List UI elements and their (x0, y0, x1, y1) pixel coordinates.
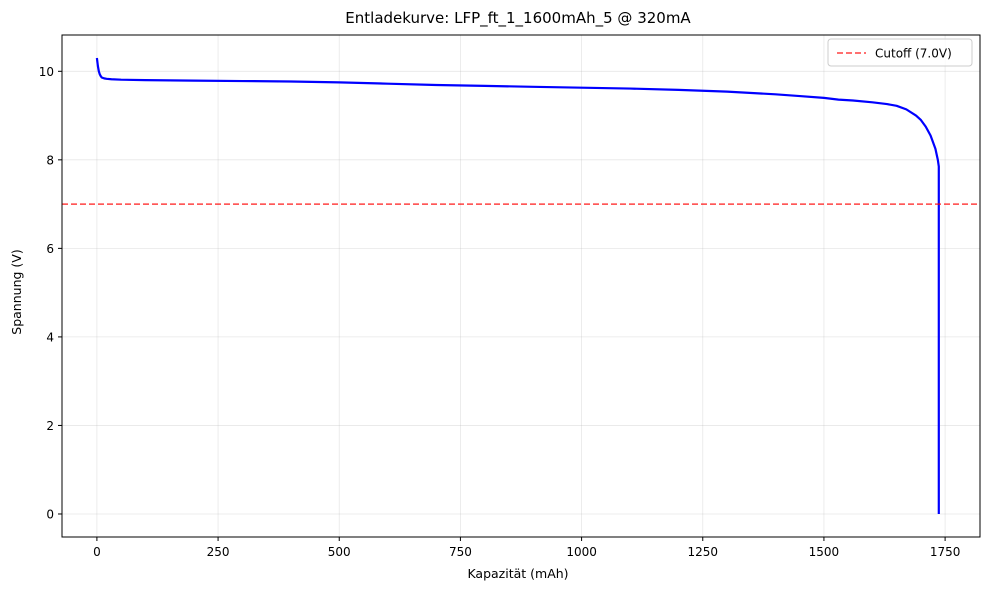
y-tick-label: 2 (46, 419, 54, 433)
y-tick-label: 10 (39, 65, 54, 79)
y-axis-ticks: 0 2 4 6 8 10 (39, 65, 62, 521)
legend-cutoff-label: Cutoff (7.0V) (875, 47, 952, 61)
y-axis-label: Spannung (V) (9, 249, 24, 334)
axes-frame (61, 34, 981, 538)
series-layer (62, 57, 980, 514)
x-tick-label: 1250 (687, 545, 718, 559)
discharge-curve (95, 57, 940, 514)
x-tick-label: 0 (93, 545, 101, 559)
x-tick-label: 750 (449, 545, 472, 559)
legend: Cutoff (7.0V) (827, 38, 973, 67)
y-tick-label: 6 (46, 242, 54, 256)
x-tick-label: 1000 (566, 545, 597, 559)
y-tick-label: 8 (46, 153, 54, 167)
x-tick-label: 500 (328, 545, 351, 559)
y-tick-label: 4 (46, 330, 54, 344)
x-tick-label: 1500 (809, 545, 840, 559)
x-tick-label: 250 (207, 545, 230, 559)
y-tick-label: 0 (46, 507, 54, 521)
grid-lines (62, 35, 980, 537)
x-axis-ticks: 0 250 500 750 1000 1250 1500 1750 (93, 537, 960, 559)
x-tick-label: 1750 (930, 545, 961, 559)
legend-box (827, 38, 973, 67)
chart-title: Entladekurve: LFP_ft_1_1600mAh_5 @ 320mA (345, 9, 691, 28)
x-axis-label: Kapazität (mAh) (467, 566, 568, 581)
